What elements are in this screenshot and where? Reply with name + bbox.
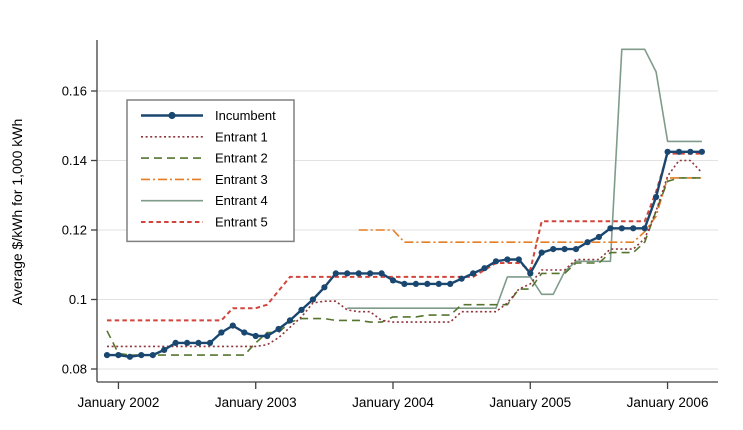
x-tick-label: January 2005 bbox=[489, 395, 571, 410]
data-point-marker bbox=[355, 270, 362, 277]
y-tick-label: 0.08 bbox=[62, 362, 87, 377]
data-point-marker bbox=[195, 339, 202, 346]
data-point-marker bbox=[653, 193, 660, 201]
data-point-marker bbox=[298, 306, 305, 313]
data-point-marker bbox=[252, 332, 259, 340]
series-line bbox=[107, 152, 702, 322]
data-point-marker bbox=[241, 329, 248, 336]
x-axis: January 2002 January 2003 January 2004 Janu… bbox=[78, 382, 709, 410]
data-point-marker bbox=[275, 325, 282, 333]
y-tick-label: 0.12 bbox=[62, 223, 87, 238]
data-point-marker bbox=[515, 256, 522, 263]
y-tick-label: 0.16 bbox=[62, 84, 87, 99]
data-point-marker bbox=[584, 239, 591, 246]
data-point-marker bbox=[103, 352, 111, 359]
data-point-marker bbox=[435, 280, 442, 287]
y-axis: 0.08 0.1 0.12 0.14 0.16 bbox=[62, 84, 97, 377]
data-point-marker bbox=[321, 284, 328, 291]
data-point-marker bbox=[607, 225, 614, 232]
x-tick-label: January 2004 bbox=[352, 395, 434, 410]
data-point-marker bbox=[630, 225, 637, 232]
legend-item-entrant-3: Entrant 3 bbox=[141, 172, 268, 187]
data-point-marker bbox=[149, 352, 156, 359]
data-point-marker bbox=[572, 246, 580, 253]
data-point-marker bbox=[115, 352, 122, 359]
x-tick-label: January 2002 bbox=[78, 395, 160, 410]
data-point-marker bbox=[538, 249, 545, 256]
data-point-marker bbox=[401, 280, 408, 287]
legend-label: Entrant 1 bbox=[215, 129, 268, 144]
data-point-marker bbox=[675, 148, 683, 155]
data-point-marker bbox=[286, 317, 294, 324]
x-tick-label: January 2003 bbox=[215, 395, 297, 410]
legend-item-entrant-5: Entrant 5 bbox=[141, 215, 268, 230]
series-entrant-2 bbox=[106, 177, 702, 356]
data-point-marker bbox=[264, 332, 271, 340]
data-point-marker bbox=[618, 225, 625, 232]
x-tick-label: January 2006 bbox=[627, 395, 709, 410]
series-line bbox=[106, 177, 702, 356]
series-entrant-4 bbox=[347, 48, 702, 309]
data-point-marker bbox=[698, 148, 706, 155]
data-point-marker bbox=[664, 148, 671, 155]
data-point-marker bbox=[161, 346, 168, 353]
data-point-marker bbox=[492, 258, 500, 265]
data-point-marker bbox=[481, 265, 488, 272]
legend-item-entrant-2: Entrant 2 bbox=[141, 151, 268, 166]
data-point-marker bbox=[389, 277, 397, 284]
data-point-marker bbox=[470, 270, 477, 277]
y-tick-label: 0.14 bbox=[62, 153, 87, 168]
series-entrant-5 bbox=[107, 152, 702, 322]
data-point-marker bbox=[687, 148, 694, 155]
series-incumbent bbox=[103, 148, 706, 360]
data-point-marker bbox=[172, 339, 179, 346]
y-axis-title: Average $/kWh for 1,000 kWh bbox=[9, 119, 25, 306]
legend-label: Entrant 2 bbox=[215, 151, 268, 166]
legend-item-entrant-1: Entrant 1 bbox=[141, 129, 268, 144]
series-line bbox=[358, 177, 702, 243]
legend-marker-sample bbox=[168, 111, 176, 120]
data-point-marker bbox=[561, 246, 568, 253]
data-point-marker bbox=[447, 280, 454, 287]
data-point-marker bbox=[184, 339, 191, 346]
data-point-marker bbox=[412, 280, 419, 287]
legend-label: Incumbent bbox=[215, 108, 276, 123]
data-point-marker bbox=[206, 339, 214, 346]
data-point-marker bbox=[138, 352, 145, 359]
series-entrant-3 bbox=[358, 177, 702, 243]
data-point-marker bbox=[424, 280, 431, 287]
data-point-marker bbox=[218, 329, 225, 336]
data-point-marker bbox=[378, 270, 385, 277]
legend-item-entrant-4: Entrant 4 bbox=[141, 193, 268, 208]
data-point-marker bbox=[229, 322, 236, 329]
legend-label: Entrant 3 bbox=[215, 172, 268, 187]
legend-box bbox=[126, 99, 295, 243]
data-point-marker bbox=[309, 296, 316, 303]
data-point-marker bbox=[344, 270, 351, 277]
data-point-marker bbox=[527, 270, 534, 277]
y-tick-label: 0.1 bbox=[69, 292, 87, 307]
legend-label: Entrant 5 bbox=[215, 215, 268, 230]
data-point-marker bbox=[641, 225, 648, 232]
legend: Incumbent Entrant 1 Entrant 2 Entrant 3 Entr… bbox=[126, 99, 295, 243]
data-point-marker bbox=[126, 353, 133, 360]
data-point-marker bbox=[458, 275, 465, 282]
data-point-marker bbox=[550, 246, 557, 253]
data-point-marker bbox=[367, 270, 374, 277]
data-point-marker bbox=[504, 256, 511, 263]
legend-label: Entrant 4 bbox=[215, 193, 268, 208]
data-point-marker bbox=[332, 270, 339, 277]
series-line bbox=[347, 48, 702, 309]
legend-item-incumbent: Incumbent bbox=[141, 108, 276, 123]
data-point-marker bbox=[595, 233, 603, 241]
